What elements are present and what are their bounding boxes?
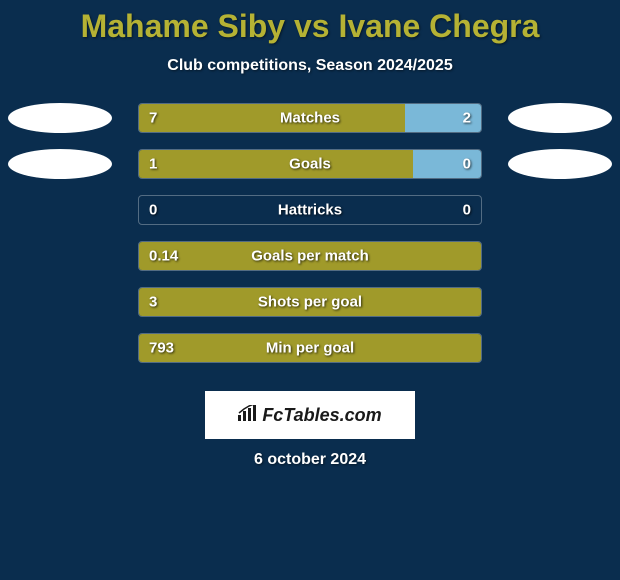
stat-value-left: 3 (149, 294, 157, 311)
stat-label: Min per goal (266, 340, 354, 357)
stat-bar: Matches 7 2 (138, 103, 482, 133)
stat-value-right: 2 (463, 110, 471, 127)
stat-label: Matches (280, 110, 340, 127)
stat-value-right: 0 (463, 156, 471, 173)
stat-row: Goals 1 0 (0, 149, 620, 195)
stat-row: Min per goal 793 (0, 333, 620, 379)
stat-bar: Min per goal 793 (138, 333, 482, 363)
comparison-subtitle: Club competitions, Season 2024/2025 (0, 57, 620, 75)
stat-row: Shots per goal 3 (0, 287, 620, 333)
player-avatar-left (8, 103, 112, 133)
stat-label: Goals (289, 156, 331, 173)
date-label: 6 october 2024 (0, 451, 620, 469)
stat-label: Hattricks (278, 202, 342, 219)
bar-segment-left (139, 104, 405, 132)
player-avatar-right (508, 103, 612, 133)
stat-row: Matches 7 2 (0, 103, 620, 149)
stat-bar: Goals 1 0 (138, 149, 482, 179)
stat-bar: Shots per goal 3 (138, 287, 482, 317)
comparison-title: Mahame Siby vs Ivane Chegra (0, 0, 620, 45)
stat-label: Shots per goal (258, 294, 362, 311)
stat-row: Hattricks 0 0 (0, 195, 620, 241)
logo-box[interactable]: FcTables.com (205, 391, 415, 439)
stat-value-left: 7 (149, 110, 157, 127)
player-avatar-right (508, 149, 612, 179)
stat-value-left: 0 (149, 202, 157, 219)
bar-segment-left (139, 150, 413, 178)
logo-text: FcTables.com (262, 405, 381, 426)
stat-label: Goals per match (251, 248, 369, 265)
stat-value-left: 1 (149, 156, 157, 173)
stat-bar: Goals per match 0.14 (138, 241, 482, 271)
stat-value-left: 793 (149, 340, 174, 357)
stats-container: Matches 7 2 Goals 1 0 Hattricks 0 0 Goals per mat… (0, 103, 620, 379)
chart-icon (238, 405, 258, 426)
stat-row: Goals per match 0.14 (0, 241, 620, 287)
stat-value-right: 0 (463, 202, 471, 219)
stat-value-left: 0.14 (149, 248, 178, 265)
stat-bar: Hattricks 0 0 (138, 195, 482, 225)
player-avatar-left (8, 149, 112, 179)
